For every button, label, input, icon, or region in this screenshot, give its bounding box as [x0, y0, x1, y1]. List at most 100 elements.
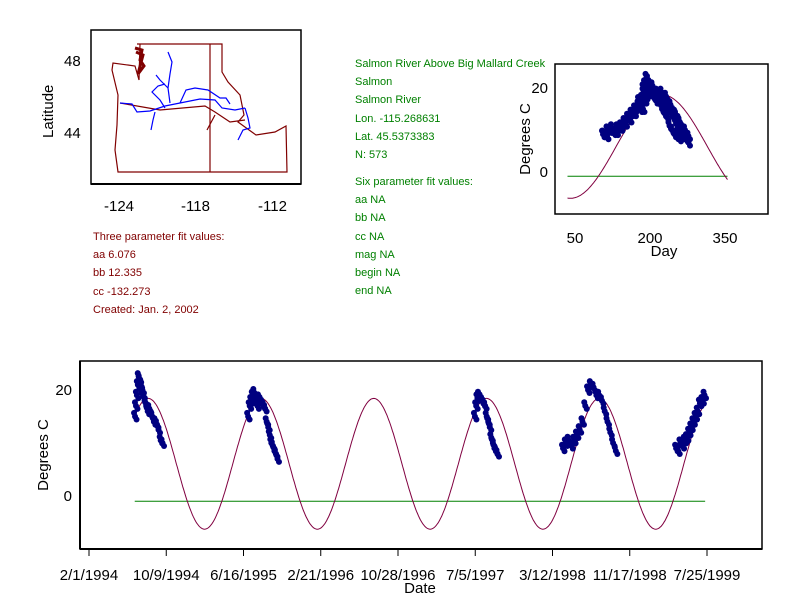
created-date: Created: Jan. 2, 2002 [93, 303, 199, 316]
data-point [700, 400, 707, 407]
six-param-fit: Six parameter fit values: aa NA bb NA cc… [355, 173, 473, 300]
data-point [642, 89, 648, 96]
x-tick-label: 7/5/1997 [446, 567, 504, 584]
data-point [645, 85, 652, 92]
data-point [609, 436, 616, 443]
data-point [561, 448, 568, 455]
fit-curve [134, 397, 706, 530]
data-point [685, 437, 692, 444]
map-y-label: Latitude [40, 84, 57, 138]
x-axis-label: Day [651, 243, 678, 260]
six-fit-begin: begin NA [355, 267, 401, 280]
data-point [473, 416, 480, 423]
data-point [700, 388, 707, 395]
data-point [135, 395, 142, 402]
data-point [675, 115, 682, 121]
site-lat: Lat. 45.5373383 [355, 130, 435, 143]
six-fit-end: end NA [355, 285, 392, 298]
six-fit-title: Six parameter fit values: [355, 176, 473, 188]
data-point [703, 395, 710, 402]
x-axis-label: Date [404, 580, 436, 597]
map-xtick: -112 [258, 198, 287, 215]
data-point [678, 138, 684, 145]
data-point [662, 89, 668, 96]
data-point [600, 404, 607, 411]
six-fit-cc: cc NA [355, 230, 385, 243]
data-point [262, 415, 269, 422]
data-point [261, 401, 268, 408]
data-point [674, 444, 681, 451]
x-tick-label: 11/17/1998 [593, 567, 667, 584]
data-point [148, 409, 155, 416]
plot-frame [554, 63, 769, 215]
data-point [633, 109, 640, 115]
data-point [634, 98, 641, 105]
data-point [639, 81, 646, 88]
data-point [248, 405, 255, 412]
map-xtick: -124 [104, 198, 135, 215]
x-tick-label: 10/9/1994 [133, 567, 200, 584]
time-series-chart: 2/1/1994 10/9/1994 6/16/1995 2/21/1996 10/28… [35, 360, 763, 597]
data-point [606, 425, 613, 432]
map-ytick: 44 [64, 125, 81, 142]
x-tick-label: 10/28/1996 [360, 567, 435, 584]
data-point [671, 106, 677, 113]
x-tick-label: 2/21/1996 [287, 567, 354, 584]
data-point [161, 443, 168, 449]
x-tick-label: 2/1/1994 [60, 567, 118, 584]
data-point [597, 394, 604, 400]
data-point [578, 415, 585, 422]
data-point [675, 131, 682, 138]
data-point [631, 102, 637, 109]
three-fit-title: Three parameter fit values: [93, 231, 225, 243]
data-point [154, 423, 161, 430]
data-point [612, 132, 619, 139]
data-point [158, 436, 165, 443]
data-point [644, 96, 651, 103]
data-point [493, 447, 500, 453]
y-tick-label: 0 [540, 164, 548, 181]
data-point [265, 428, 272, 435]
data-point [580, 421, 587, 428]
data-point [250, 386, 257, 393]
data-point [495, 453, 502, 460]
data-point [680, 123, 686, 130]
data-point [623, 121, 629, 128]
data-point [575, 435, 582, 442]
data-point [648, 79, 655, 86]
data-point [663, 110, 669, 117]
data-point [684, 129, 691, 136]
data-point [485, 420, 492, 427]
data-point [630, 113, 636, 120]
data-point [681, 445, 688, 452]
x-tick-label: 50 [567, 230, 584, 247]
data-point [578, 429, 585, 436]
data-point [484, 415, 491, 422]
data-point [666, 98, 673, 105]
data-point [595, 388, 602, 395]
data-point [617, 119, 623, 126]
data-point [687, 142, 693, 149]
data-point [131, 409, 138, 416]
x-tick-label: 200 [637, 230, 662, 247]
data-point [474, 405, 481, 412]
data-point [627, 106, 634, 113]
data-point [583, 405, 590, 412]
x-tick-label: 3/12/1998 [519, 567, 586, 584]
data-point [131, 399, 138, 406]
data-point [676, 450, 683, 457]
y-axis-label: Degrees C [35, 419, 52, 491]
data-point [138, 383, 145, 390]
map-panel [90, 29, 302, 185]
data-point [644, 77, 650, 84]
data-point [693, 404, 700, 411]
site-basin: Salmon [355, 76, 393, 89]
site-info: Salmon River Above Big Mallard Creek Sal… [355, 55, 545, 164]
three-fit-bb: bb 12.335 [93, 267, 142, 280]
data-point [696, 411, 703, 418]
data-point [569, 445, 576, 452]
data-point [657, 85, 664, 92]
x-tick-label: 6/16/1995 [210, 567, 277, 584]
fit-curve [567, 94, 728, 199]
data-point [626, 117, 633, 124]
